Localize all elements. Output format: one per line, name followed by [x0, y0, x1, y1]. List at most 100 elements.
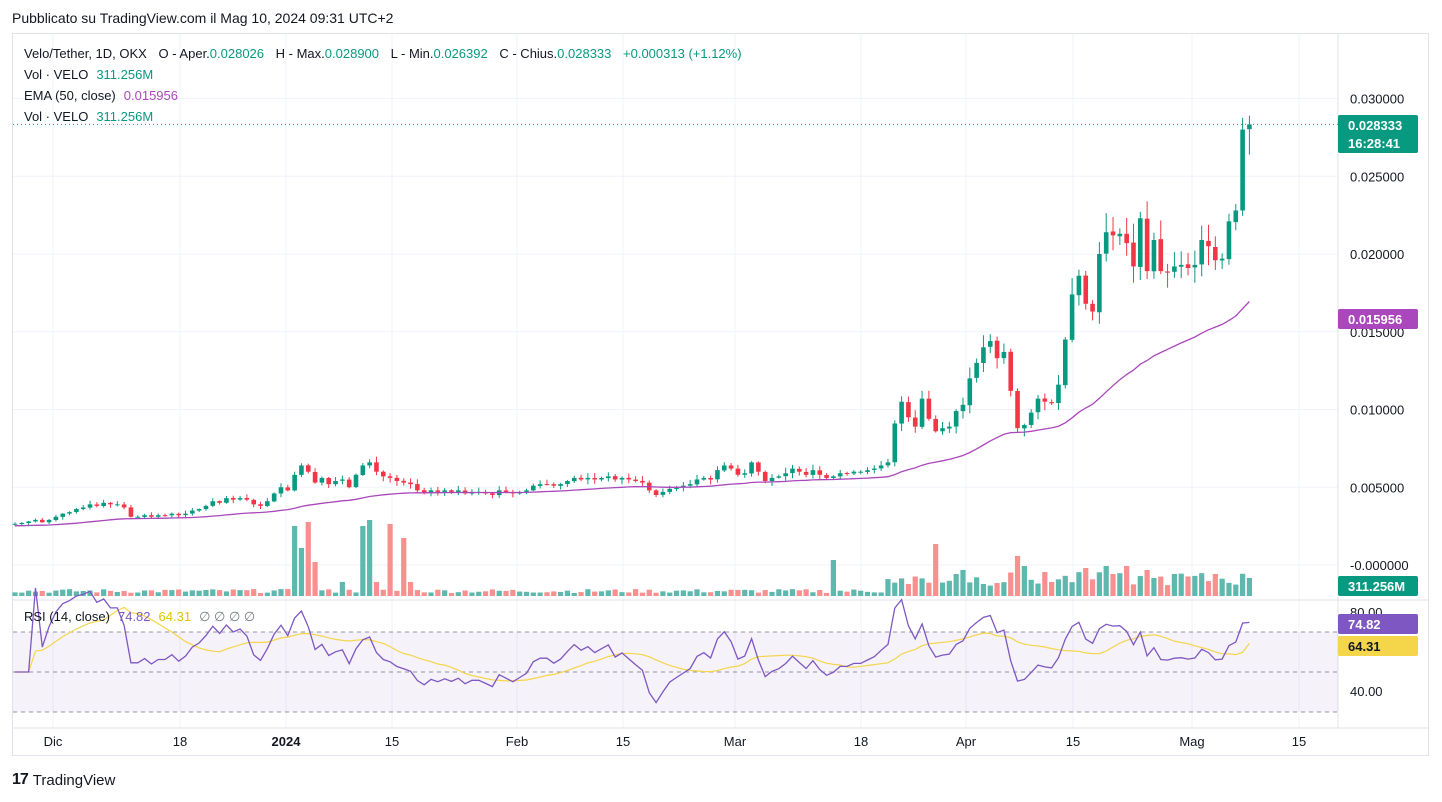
volume-bar [360, 526, 366, 596]
candle-body [612, 476, 618, 480]
candle-body [1117, 233, 1123, 237]
volume-bar [414, 590, 420, 596]
last-price-badge: 0.028333 16:28:41 [1338, 115, 1418, 153]
volume-bar [742, 589, 748, 596]
candle-body [456, 490, 461, 492]
candle-body [333, 481, 338, 485]
candle-body [599, 477, 604, 480]
candle-body [1131, 242, 1136, 267]
volume-bar [169, 590, 175, 596]
candle-body [1008, 351, 1014, 391]
volume-bar [1158, 576, 1164, 596]
rsi-ma-badge-text: 64.31 [1348, 639, 1381, 654]
volume-legend[interactable]: Vol · VELO 311.256M [24, 67, 153, 82]
volume-bar [1049, 582, 1055, 596]
volume-bar [755, 592, 761, 596]
candle-body [1001, 351, 1007, 359]
volume-bar [585, 589, 591, 596]
volume-bar [285, 589, 291, 596]
volume-bar [919, 578, 925, 596]
volume-legend-secondary[interactable]: Vol · VELO 311.256M [24, 109, 153, 124]
candle-body [1062, 339, 1068, 386]
volume-bar [319, 590, 325, 596]
low-label: L - Min. [390, 46, 434, 61]
candle-body [1090, 303, 1095, 312]
volume-bar [217, 590, 223, 596]
volume-bar [1185, 576, 1191, 596]
candle-body [196, 509, 202, 511]
volume-bar [946, 580, 952, 596]
ema-legend[interactable]: EMA (50, close) 0.015956 [24, 88, 178, 103]
rsi-legend[interactable]: RSI (14, close) 74.82 64.31 ∅ ∅ ∅ ∅ [24, 609, 255, 625]
volume-value-secondary: 311.256M [96, 109, 154, 124]
candle-body [46, 519, 52, 523]
volume-bar [605, 590, 611, 596]
candle-body [694, 479, 700, 485]
volume-bar [1001, 582, 1007, 596]
volume-bar [435, 589, 441, 596]
candle-body [1206, 240, 1211, 247]
candle-body [844, 473, 850, 475]
volume-bar [401, 538, 407, 596]
candle-body [749, 462, 754, 474]
candle-body [94, 504, 100, 506]
candle-body [769, 477, 775, 482]
candle-body [19, 523, 25, 525]
volume-bar [1151, 578, 1157, 596]
volume-bar [1069, 582, 1075, 596]
volume-bar [523, 591, 530, 596]
tradingview-logo[interactable]: 17 TradingView [12, 771, 115, 789]
high-label: H - Max. [275, 46, 325, 61]
volume-bar [237, 590, 243, 596]
volume-bar [1014, 556, 1021, 596]
volume-bar [789, 589, 796, 596]
candle-body [12, 523, 18, 525]
volume-bar [1089, 579, 1096, 596]
open-label: O - Aper. [158, 46, 210, 61]
candle-body [660, 491, 666, 495]
candle-body [735, 468, 741, 475]
rsi-value: 74.82 [117, 609, 151, 624]
candle-body [128, 507, 134, 517]
candle-body [67, 512, 72, 514]
candle-body [380, 471, 386, 477]
volume-bar [1124, 566, 1130, 596]
volume-bar [292, 526, 298, 596]
volume-bar [987, 585, 993, 596]
price-axis-label: 0.025000 [1350, 169, 1404, 184]
volume-bar [182, 591, 189, 596]
candle-body [803, 471, 809, 475]
volume-bar [462, 590, 468, 596]
volume-bar [578, 592, 584, 596]
volume-bar [673, 590, 680, 596]
volume-bar [933, 544, 939, 596]
candle-body [1049, 402, 1054, 404]
candle-body [626, 477, 632, 480]
volume-bar [66, 589, 73, 596]
symbol-label[interactable]: Velo/Tether, 1D, OKX [24, 46, 147, 61]
ema-badge-bg [1338, 309, 1418, 329]
volume-bar [1212, 574, 1218, 596]
volume-bar [244, 590, 250, 596]
candle-body [1028, 412, 1034, 425]
candle-body [524, 490, 529, 492]
candle-body [640, 480, 645, 483]
volume-bar [980, 584, 987, 596]
volume-bar [510, 589, 516, 596]
candle-body [1110, 231, 1116, 236]
volume-bar [796, 590, 802, 596]
candle-body [1213, 246, 1218, 261]
candle-body [503, 490, 509, 492]
candle-body [292, 474, 297, 491]
candle-body [1240, 129, 1245, 211]
candle-body [619, 477, 625, 480]
candle-body [728, 465, 734, 469]
candle-body [360, 465, 366, 475]
volume-bar [387, 524, 393, 596]
time-axis-label: 15 [616, 734, 630, 749]
candle-body [926, 398, 932, 419]
volume-bars [12, 520, 1253, 596]
volume-bar [496, 590, 502, 596]
volume-bar [162, 589, 168, 596]
